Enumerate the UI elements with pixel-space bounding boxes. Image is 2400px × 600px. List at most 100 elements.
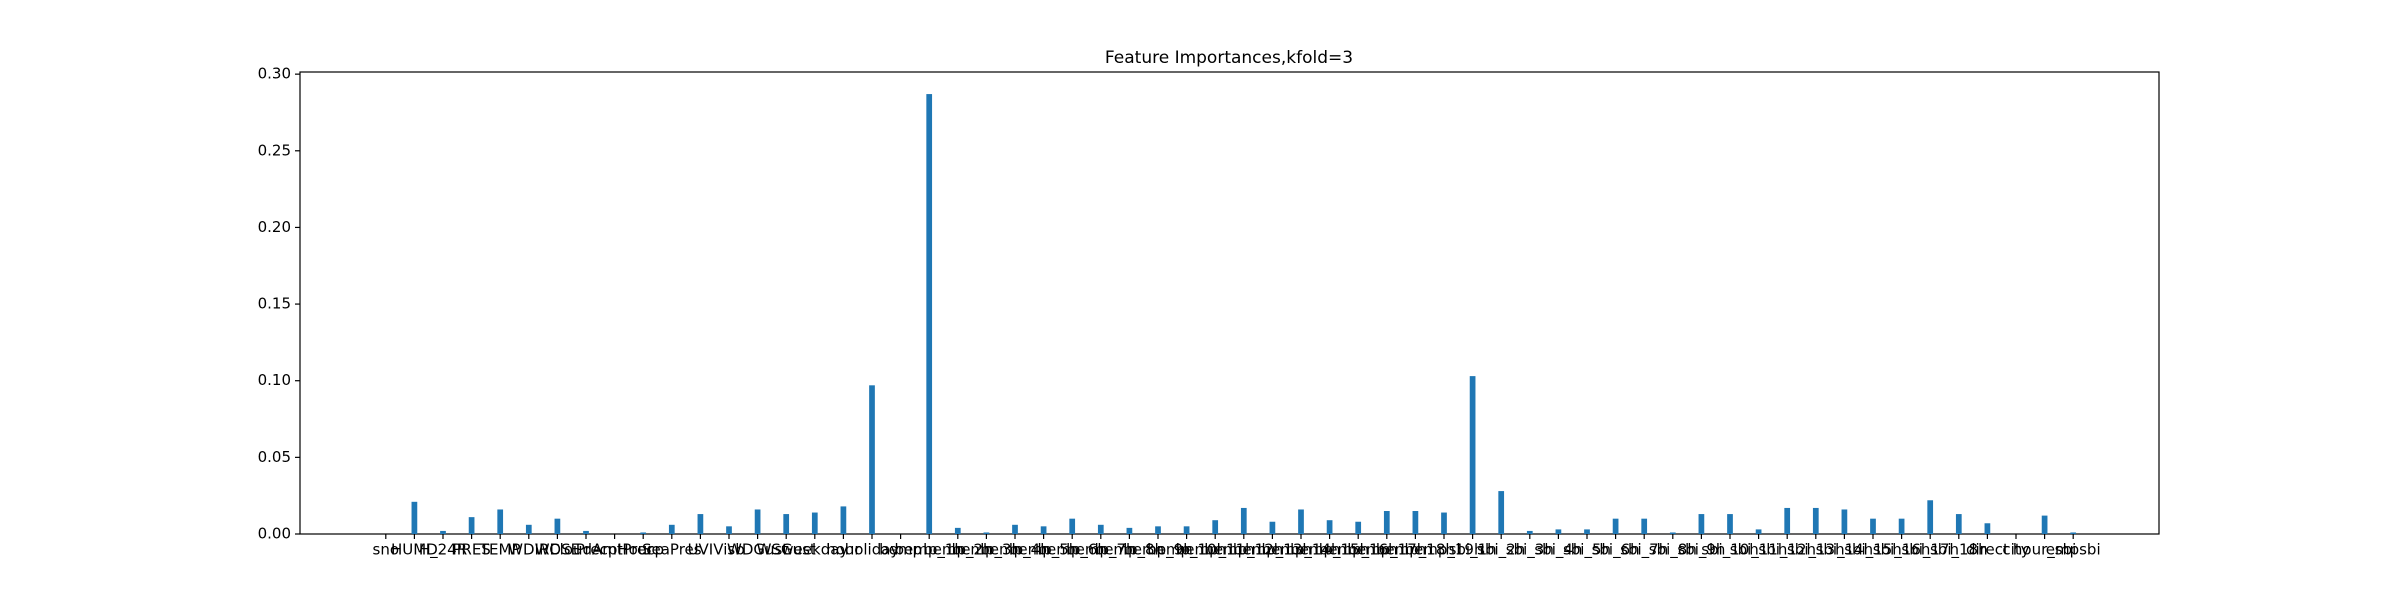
bar (640, 532, 647, 534)
x-tick-label: bemp_6h (1037, 541, 1106, 560)
chart-title: Feature Importances,kfold=3 (1105, 48, 1353, 68)
bar (1441, 512, 1447, 534)
bar (1727, 514, 1733, 534)
y-tick-label: 0.25 (258, 141, 291, 159)
x-tick-label: WDIR (508, 541, 549, 559)
bar (1069, 518, 1076, 534)
bar (1955, 514, 1962, 534)
bar (1584, 529, 1590, 534)
bar (1355, 521, 1362, 534)
bar (1898, 518, 1905, 534)
x-tick-label: Precp (622, 541, 664, 559)
bar (1641, 518, 1648, 534)
bar (1183, 526, 1190, 534)
bar (783, 514, 790, 534)
x-tick-label: sbi_16h (1873, 541, 1931, 560)
x-tick-label: bemp_8h (1095, 541, 1164, 560)
bar (840, 506, 847, 534)
x-tick-label: PRES (452, 541, 490, 559)
x-tick-label: bemp_13h (1233, 541, 1312, 560)
bar (726, 526, 732, 534)
x-tick-label: empsbi (2046, 541, 2101, 559)
bar (1841, 509, 1848, 534)
bar (1326, 520, 1333, 534)
bar (1155, 526, 1161, 534)
x-tick-label: sbi_4h (1534, 541, 1582, 560)
bar (554, 518, 561, 534)
x-tick-label: H_24R (419, 541, 467, 560)
x-tick-label: bemp_2h (923, 541, 992, 560)
x-tick-label: sbi_8h (1649, 541, 1697, 560)
x-tick-label: sbi_13h (1787, 541, 1845, 560)
bar (926, 94, 933, 534)
x-tick-label: Visb (713, 541, 744, 559)
x-tick-label: bemp_19h (1405, 541, 1484, 560)
x-tick-label: TEMP (479, 541, 521, 559)
x-tick-label: bemp_11h (1176, 541, 1255, 560)
bar (1240, 507, 1247, 534)
bar (983, 532, 990, 534)
x-tick-label: sbi_2h (1477, 541, 1525, 560)
bar (1012, 524, 1018, 534)
x-tick-label: sbi_1h (1449, 541, 1497, 560)
x-tick-label: sbi_3h (1506, 541, 1554, 560)
x-tick-label: bemp_18h (1376, 541, 1455, 560)
bar (1498, 491, 1505, 534)
y-tick-label: 0.30 (258, 65, 291, 83)
x-tick-label: sbi_7h (1620, 541, 1668, 560)
x-tick-label: SeaPres (642, 541, 702, 559)
bar (440, 530, 446, 534)
bar (1755, 529, 1762, 534)
bar (1126, 527, 1133, 534)
bar (1298, 509, 1304, 534)
x-tick-label: bemp_17h (1347, 541, 1426, 560)
x-tick-label: weekday (781, 541, 848, 559)
bar (1870, 518, 1876, 534)
x-tick-label: sbi_18h (1930, 541, 1988, 560)
x-tick-label: sbi_9h (1677, 541, 1725, 560)
x-tick-label: WSGust (757, 541, 816, 559)
bar (583, 530, 589, 534)
plot-frame (299, 71, 2160, 535)
bar (1040, 526, 1047, 534)
x-tick-label: bemp_7h (1066, 541, 1135, 560)
x-tick-label: city (2002, 541, 2029, 559)
bar (1212, 520, 1219, 534)
bar (1469, 376, 1476, 534)
x-tick-label: sbi_6h (1592, 541, 1640, 560)
x-tick-label: bemp_16h (1319, 541, 1398, 560)
x-tick-label: sbi_17h (1901, 541, 1959, 560)
bar (1555, 529, 1562, 534)
x-tick-label: bemp_9h (1123, 541, 1192, 560)
x-tick-label: sbi_12h (1758, 541, 1816, 560)
x-tick-label: sbi_10h (1701, 541, 1759, 560)
bar (869, 385, 875, 534)
x-tick-label: holiday (845, 541, 900, 559)
bar (1984, 523, 1991, 534)
bar (668, 524, 675, 534)
x-tick-label: bemp_1h (894, 541, 963, 560)
x-tick-label: CloudAmt (549, 541, 623, 559)
bar (754, 509, 761, 534)
bar (1784, 507, 1791, 534)
x-tick-label: bemp_3h (952, 541, 1021, 560)
y-tick-label: 0.00 (258, 525, 291, 543)
bar (697, 514, 704, 534)
y-tick-label: 0.20 (258, 218, 291, 236)
x-tick-label: bemp_4h (980, 541, 1049, 560)
bar (525, 524, 532, 534)
x-tick-label: bemp_14h (1262, 541, 1341, 560)
x-tick-label: WDSE (535, 541, 580, 559)
y-tick-label: 0.05 (258, 448, 291, 466)
bar (1669, 532, 1676, 534)
x-tick-label: bemp_15h (1290, 541, 1369, 560)
bar (1269, 521, 1276, 534)
bar (954, 527, 961, 534)
x-tick-label: HUMD (391, 541, 438, 559)
bar (2070, 532, 2077, 534)
bar (1812, 507, 1819, 534)
x-tick-label: sbi_11h (1730, 541, 1788, 560)
x-tick-label: hour_sbi (2013, 541, 2076, 560)
bar (2041, 515, 2048, 534)
y-tick-label: 0.15 (258, 295, 291, 313)
